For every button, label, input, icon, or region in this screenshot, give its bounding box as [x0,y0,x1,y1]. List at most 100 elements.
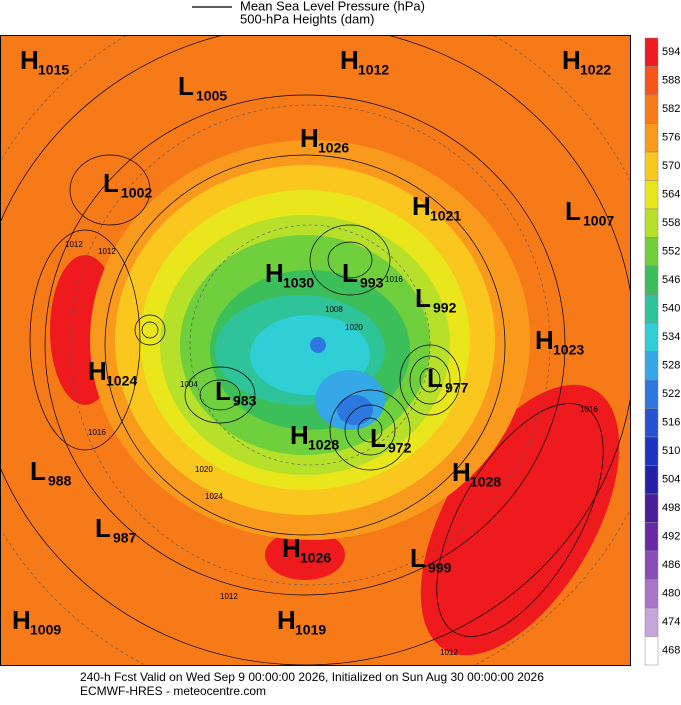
center-letter: H [562,45,581,75]
colorbar-box [644,465,659,495]
colorbar-label: 480 [662,588,680,600]
center-pressure: 1019 [295,622,326,638]
colorbar-label: 504 [662,474,680,486]
colorbar-label: 528 [662,360,680,372]
colorbar-box [644,351,659,381]
center-letter: H [340,45,359,75]
center-letter: L [342,258,358,288]
center-letter: L [415,283,431,313]
center-letter: H [300,123,319,153]
colorbar-label: 564 [662,189,680,201]
center-letter: L [565,196,581,226]
legend-text: 500-hPa Heights (dam) [240,11,374,26]
colorbar-box [644,37,659,67]
center-letter: L [427,363,443,393]
center-pressure: 1022 [580,62,611,78]
center-letter: L [103,168,119,198]
colorbar-box [644,294,659,324]
center-pressure: 1009 [30,622,61,638]
contour-label: 1008 [325,305,343,314]
center-pressure: 1007 [583,213,614,229]
colorbar-box [644,579,659,609]
colorbar-box [644,436,659,466]
colorbar-box [644,607,659,637]
colorbar-label: 468 [662,645,680,657]
colorbar-box [644,550,659,580]
center-pressure: 1030 [283,275,314,291]
contour-label: 1012 [98,247,116,256]
center-pressure: 977 [445,380,469,396]
contour-label: 1012 [65,240,83,249]
colorbar-label: 576 [662,132,680,144]
legend-text: Mean Sea Level Pressure (hPa) [240,0,425,13]
colorbar-label: 522 [662,388,680,400]
center-letter: H [290,420,309,450]
contour-label: 1004 [180,380,198,389]
colorbar-label: 594 [662,46,680,58]
map [0,35,630,665]
colorbar-label: 588 [662,75,680,87]
colorbar-label: 546 [662,274,680,286]
center-pressure: 1028 [470,474,501,490]
center-letter: H [12,605,31,635]
isobars [0,35,630,665]
center-pressure: 1002 [121,185,152,201]
center-letter: H [20,45,39,75]
colorbar-label: 486 [662,559,680,571]
center-pressure: 999 [428,560,452,576]
center-pressure: 1028 [308,437,339,453]
graticule [0,35,630,665]
center-letter: H [412,191,431,221]
center-pressure: 987 [113,530,137,546]
colorbar-label: 516 [662,417,680,429]
center-letter: L [95,513,111,543]
colorbar-box [644,408,659,438]
center-letter: L [30,456,46,486]
contour-label: 1020 [345,323,363,332]
footer-text: 240-h Fcst Valid on Wed Sep 9 00:00:00 2… [80,670,544,684]
center-pressure: 1023 [553,342,584,358]
center-pressure: 983 [233,393,257,409]
colorbar-box [644,636,659,666]
center-letter: H [88,356,107,386]
center-pressure: 992 [433,300,457,316]
colorbar-box [644,522,659,552]
colorbar-label: 552 [662,246,680,258]
center-letter: L [215,376,231,406]
center-pressure: 988 [48,473,72,489]
center-letter: H [282,533,301,563]
center-letter: H [452,457,471,487]
contour-label: 1016 [385,275,403,284]
center-pressure: 1012 [358,62,389,78]
colorbar-label: 498 [662,502,680,514]
colorbar-box [644,66,659,96]
contour-label: 1024 [205,492,223,501]
center-pressure: 1021 [430,208,461,224]
height-region [310,337,326,353]
center-pressure: 993 [360,275,384,291]
center-pressure: 1024 [106,373,137,389]
colorbar-box [644,379,659,409]
colorbar-box [644,322,659,352]
center-letter: L [410,543,426,573]
center-pressure: 1026 [300,550,331,566]
colorbar-box [644,208,659,238]
contour-label: 1016 [88,428,106,437]
contour-label: 1016 [580,405,598,414]
center-letter: H [265,258,284,288]
colorbar-label: 534 [662,331,680,343]
colorbar-box [644,151,659,181]
center-letter: H [277,605,296,635]
colorbar-label: 474 [662,616,680,628]
contour-label: 1020 [195,465,213,474]
center-pressure: 1015 [38,62,69,78]
contour-label: 1012 [440,648,458,657]
height-region [265,530,345,580]
colorbar-label: 582 [662,103,680,115]
contour-label: 1012 [220,592,238,601]
colorbar-box [644,94,659,124]
center-letter: L [178,71,194,101]
center-pressure: 972 [388,440,412,456]
map-frame [0,35,631,666]
